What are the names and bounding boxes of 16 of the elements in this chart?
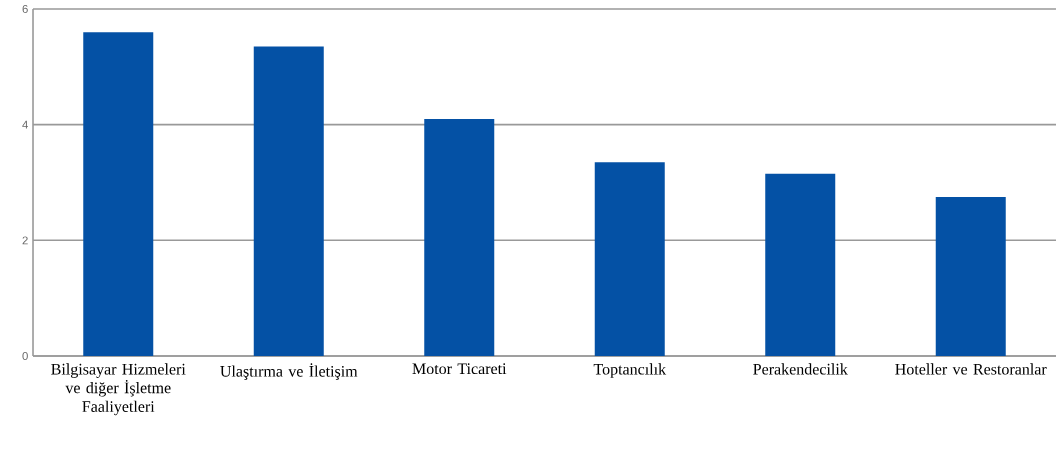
x-tick-label: Ulaştırma ve İletişim [220, 363, 358, 380]
bar [424, 118, 495, 356]
x-tick-label: Bilgisayar Hizmeleri ve diğer İşletme Faaliyetleri [51, 363, 186, 416]
x-tick-label: Hoteller ve Restoranlar [895, 363, 1047, 375]
x-tick-label: Toptancılık [593, 363, 667, 378]
y-tick-label: 0 [22, 351, 28, 360]
y-tick-label: 6 [22, 4, 28, 13]
bar [935, 196, 1006, 356]
bar [765, 173, 836, 356]
bar [253, 46, 324, 356]
x-tick-label: Motor Ticareti [412, 363, 507, 375]
x-tick-label: Perakendecilik [753, 363, 848, 375]
y-tick-label: 4 [22, 120, 28, 129]
bar [83, 32, 154, 356]
y-tick-label: 2 [22, 236, 28, 245]
bar [594, 162, 665, 356]
